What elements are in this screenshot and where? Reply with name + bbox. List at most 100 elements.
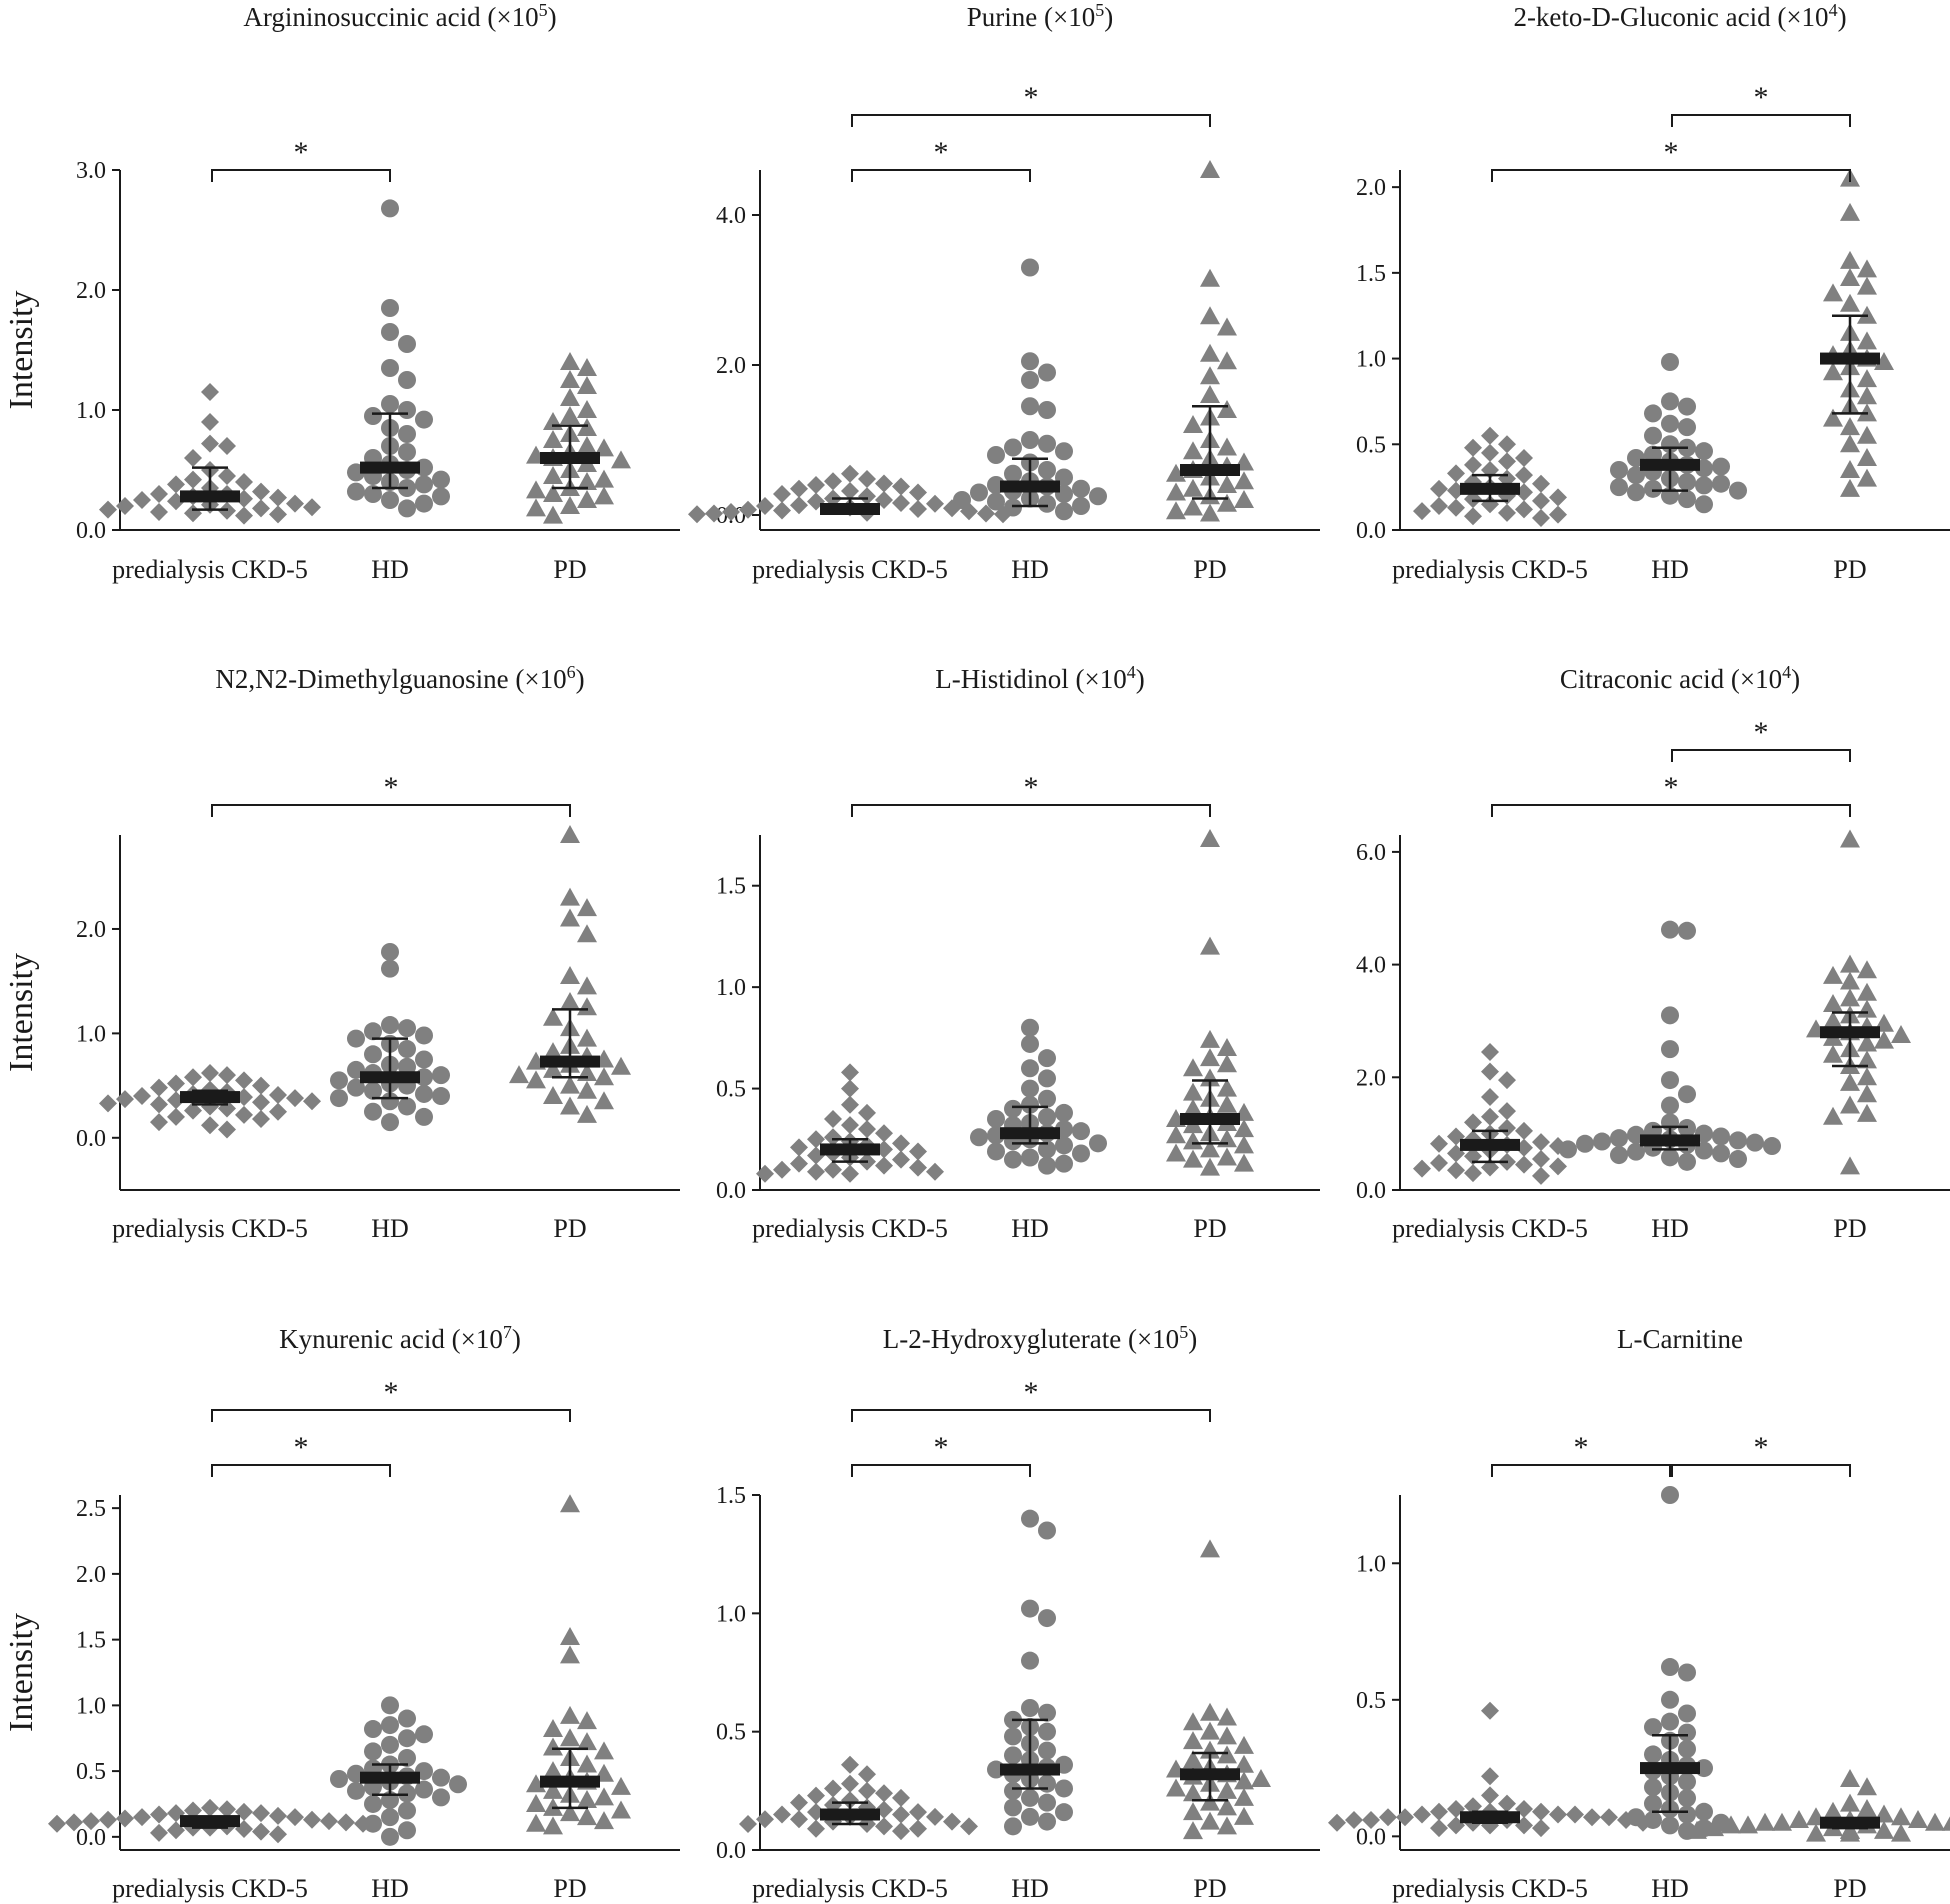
- data-point: [381, 1113, 399, 1132]
- data-point: [987, 446, 1005, 464]
- data-point: [577, 1104, 597, 1123]
- data-point: [1038, 1140, 1056, 1159]
- data-point: [560, 1803, 580, 1822]
- chart-title: N2,N2-Dimethylguanosine (×106): [215, 662, 584, 694]
- median-bar: [1820, 1816, 1880, 1829]
- significance-bracket: [851, 114, 1211, 127]
- data-point: [133, 491, 151, 509]
- chart-panel-8: L-2-Hydroxygluterate (×105) 0.0 0.5 1.0 1.5 p…: [716, 1322, 1320, 1903]
- data-point: [577, 1080, 597, 1099]
- data-point: [1627, 1142, 1645, 1161]
- data-point: [543, 466, 563, 484]
- series-pd: [1166, 829, 1254, 1176]
- data-point: [1183, 1750, 1203, 1769]
- data-point: [381, 1716, 399, 1735]
- median-bar: [1460, 1138, 1520, 1151]
- series-hd: [330, 942, 450, 1132]
- data-point: [1004, 1727, 1022, 1746]
- data-point: [1183, 1082, 1203, 1101]
- data-point: [252, 499, 270, 518]
- data-point: [1217, 1726, 1237, 1745]
- data-point: [1200, 1139, 1220, 1158]
- data-point: [1498, 1071, 1516, 1090]
- y-tick-label: 0.5: [716, 1720, 746, 1746]
- data-point: [1183, 478, 1203, 497]
- x-category-label: predialysis CKD-5: [1392, 1874, 1588, 1903]
- data-point: [1729, 481, 1747, 500]
- data-point: [1004, 1099, 1022, 1118]
- chart-title-close: ): [576, 664, 585, 694]
- data-point: [1644, 1794, 1662, 1813]
- data-point: [415, 1050, 433, 1069]
- x-category-label: predialysis CKD-5: [752, 1874, 948, 1903]
- data-point: [705, 504, 723, 523]
- y-tick-label: 0.5: [716, 1077, 746, 1103]
- data-point: [65, 1813, 83, 1832]
- data-point: [1532, 1133, 1550, 1152]
- data-point: [1200, 385, 1220, 403]
- data-point: [1200, 366, 1220, 385]
- data-point: [1576, 1134, 1594, 1153]
- x-category-label: HD: [371, 1874, 409, 1903]
- data-point: [560, 496, 580, 514]
- x-category-label: PD: [1193, 555, 1226, 584]
- chart-panel-6: Citraconic acid (×104) 0.0 2.0 4.0 6.0 predia…: [1356, 662, 1950, 1243]
- series-pd: [1166, 160, 1254, 522]
- data-point: [347, 1781, 365, 1800]
- data-point: [398, 1709, 416, 1728]
- data-point: [543, 430, 563, 448]
- data-point: [1532, 1150, 1550, 1169]
- data-point: [858, 487, 876, 506]
- x-category-label: predialysis CKD-5: [112, 555, 308, 584]
- data-point: [1840, 478, 1860, 497]
- data-point: [1004, 464, 1022, 483]
- data-point: [1217, 400, 1237, 418]
- data-point: [909, 1819, 927, 1838]
- x-category-label: predialysis CKD-5: [112, 1214, 308, 1243]
- data-point: [1183, 1821, 1203, 1840]
- data-point: [1217, 1797, 1237, 1816]
- data-point: [1763, 1137, 1781, 1156]
- data-point: [184, 1068, 202, 1087]
- data-point: [1738, 1815, 1758, 1834]
- data-point: [201, 383, 219, 401]
- data-point: [1379, 1808, 1397, 1827]
- data-point: [381, 199, 399, 218]
- data-point: [1498, 1119, 1516, 1138]
- data-point: [116, 497, 134, 515]
- chart-title-close: ): [548, 2, 557, 32]
- x-category-label: predialysis CKD-5: [752, 1214, 948, 1243]
- data-point: [1840, 250, 1860, 269]
- data-point: [1840, 268, 1860, 286]
- data-point: [1166, 1143, 1186, 1162]
- data-point: [560, 1494, 580, 1513]
- data-point: [943, 1812, 961, 1831]
- data-point: [1678, 1152, 1696, 1171]
- data-point: [577, 1807, 597, 1826]
- y-axis-label: Intensity: [3, 291, 40, 410]
- data-point: [1610, 461, 1628, 479]
- data-point: [577, 1790, 597, 1809]
- data-point: [1004, 1781, 1022, 1800]
- data-point: [560, 1096, 580, 1115]
- data-point: [892, 1788, 910, 1807]
- data-point: [722, 503, 740, 521]
- data-point: [1038, 1107, 1056, 1126]
- data-point: [1481, 426, 1499, 445]
- series-hd: [347, 199, 450, 518]
- series-predialysis-ckd-5: [688, 464, 1012, 524]
- y-tick-label: 4.0: [1356, 953, 1386, 979]
- data-point: [1200, 1539, 1220, 1558]
- y-tick-label: 0.0: [76, 1126, 106, 1152]
- data-point: [1021, 1079, 1039, 1098]
- data-point: [1823, 994, 1843, 1013]
- data-point: [892, 1150, 910, 1169]
- data-point: [841, 1791, 859, 1810]
- data-point: [1746, 1133, 1764, 1152]
- data-point: [398, 371, 416, 389]
- data-point: [235, 506, 253, 525]
- data-point: [1678, 1663, 1696, 1682]
- data-point: [1072, 497, 1090, 515]
- data-point: [1532, 1802, 1550, 1821]
- data-point: [977, 504, 995, 523]
